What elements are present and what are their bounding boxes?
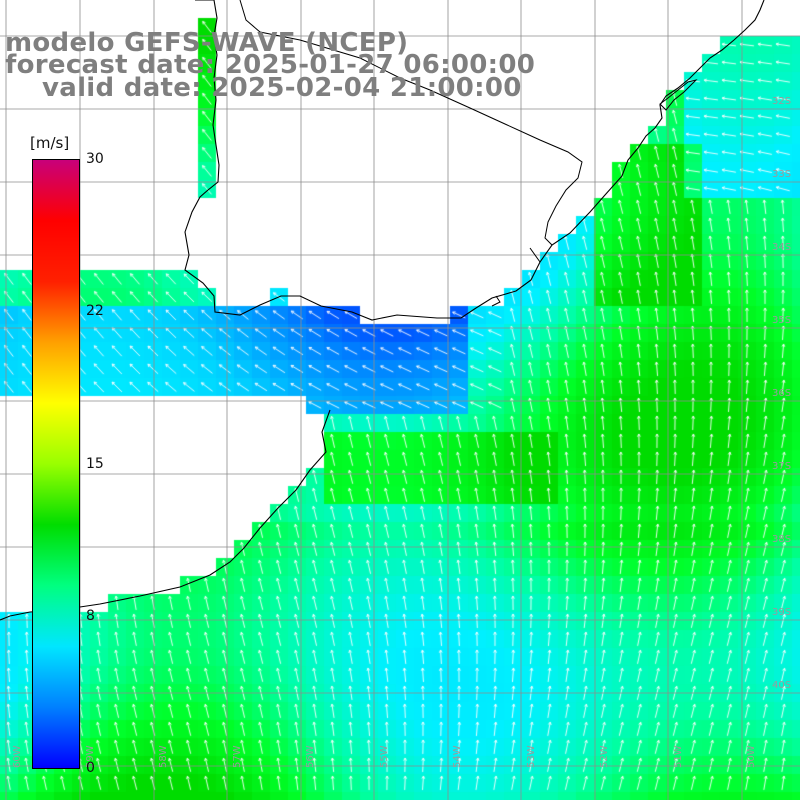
title-model: modelo GEFS-WAVE (NCEP) [5, 28, 409, 58]
latitude-label: 39S [772, 607, 791, 618]
title-forecast-date: forecast date: 2025-01-27 06:00:00 [5, 50, 536, 80]
longitude-label: 52W [599, 745, 610, 768]
colorbar-unit: [m/s] [30, 134, 70, 152]
longitude-label: 56W [305, 745, 316, 768]
latitude-labels: 32S 33S 34S 35S 36S 37S 38S 39S 40S [772, 96, 791, 691]
longitude-label: 50W [746, 745, 757, 768]
latitude-label: 40S [772, 680, 791, 691]
colorbar-tick-15: 15 [86, 456, 104, 472]
latitude-label: 37S [772, 461, 791, 472]
latitude-label: 36S [772, 388, 791, 399]
longitude-label: 51W [673, 745, 684, 768]
colorbar-tick-22: 22 [86, 303, 104, 319]
latitude-label: 33S [772, 169, 791, 180]
latitude-label: 34S [772, 242, 791, 253]
colorbar-tick-0: 0 [86, 760, 95, 776]
title-valid-date: valid date: 2025-02-04 21:00:00 [42, 73, 522, 103]
coastline-lake [659, 79, 698, 111]
latitude-label: 35S [772, 315, 791, 326]
longitude-label: 58W [158, 745, 169, 768]
colorbar-tick-30: 30 [86, 151, 104, 167]
longitude-label: 59W [85, 745, 96, 768]
longitude-label: 53W [526, 745, 537, 768]
longitude-label: 57W [232, 745, 243, 768]
coastline-inland [239, 0, 583, 307]
coastline-upper [184, 0, 765, 321]
latitude-label: 38S [772, 534, 791, 545]
longitude-labels: 60W 59W 58W 57W 56W 55W 54W 53W 52W 51W 50W [12, 745, 757, 768]
longitude-label: 54W [452, 745, 463, 768]
longitude-label: 55W [379, 745, 390, 768]
colorbar-tick-8: 8 [86, 608, 95, 624]
colorbar [32, 159, 80, 769]
latitude-label: 32S [772, 96, 791, 107]
longitude-label: 60W [12, 745, 23, 768]
